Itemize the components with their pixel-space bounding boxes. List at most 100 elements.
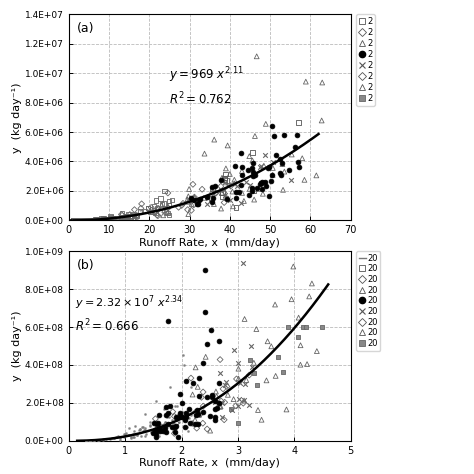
Point (188, 417, 196, 425)
Point (158, 200, 166, 208)
Point (228, 406, 235, 413)
Point (182, 413, 190, 421)
Point (84, 216, 92, 224)
Point (86, 437, 93, 445)
Point (164, 204, 172, 212)
Point (116, 214, 123, 222)
Point (257, 180, 264, 187)
Point (133, 211, 140, 219)
Point (122, 212, 130, 220)
Point (237, 150, 245, 157)
Point (171, 416, 178, 423)
Point (253, 53, 261, 60)
Point (198, 185, 206, 193)
Point (109, 214, 117, 222)
Point (189, 379, 196, 386)
Point (110, 215, 118, 222)
Point (82, 216, 90, 224)
Point (127, 433, 134, 440)
Point (141, 432, 148, 440)
Point (78, 217, 86, 224)
Point (246, 181, 254, 189)
Point (110, 434, 118, 442)
Point (154, 419, 161, 427)
Point (303, 360, 311, 368)
Point (239, 400, 247, 407)
Point (301, 176, 308, 183)
Point (124, 212, 132, 219)
Point (284, 323, 292, 331)
Point (222, 379, 229, 386)
Point (243, 376, 250, 384)
Point (208, 183, 216, 191)
Point (269, 158, 277, 165)
Point (217, 205, 225, 212)
Point (128, 434, 135, 442)
Point (187, 197, 194, 205)
Point (106, 435, 113, 443)
Point (203, 393, 211, 401)
Point (87, 216, 95, 223)
Point (190, 201, 198, 209)
Point (264, 337, 271, 345)
Point (175, 413, 182, 420)
Point (122, 215, 129, 223)
Point (96, 216, 103, 224)
Point (294, 334, 302, 341)
Point (191, 194, 198, 201)
Point (108, 213, 115, 220)
Point (106, 216, 113, 223)
Point (228, 406, 236, 414)
Point (129, 430, 137, 438)
Point (218, 397, 225, 405)
Point (153, 432, 161, 439)
Point (221, 174, 228, 182)
Point (191, 416, 199, 424)
Point (228, 188, 236, 195)
Point (246, 356, 254, 364)
Point (200, 194, 208, 201)
Point (154, 212, 162, 219)
Point (222, 194, 229, 201)
Point (278, 160, 286, 167)
Point (223, 177, 230, 185)
Point (96, 216, 103, 223)
Point (277, 172, 284, 179)
Point (164, 413, 171, 421)
Point (258, 416, 265, 424)
Point (285, 166, 292, 174)
Point (160, 405, 168, 413)
Point (188, 200, 195, 208)
Point (238, 167, 246, 175)
Point (154, 423, 162, 431)
Point (146, 421, 154, 428)
Legend: 20, 20, 20, 20, 20, 20, 20, 20, 20: 20, 20, 20, 20, 20, 20, 20, 20, 20 (356, 251, 380, 351)
Point (171, 429, 178, 437)
Point (217, 182, 225, 190)
Point (224, 142, 231, 149)
Point (202, 353, 210, 361)
Point (256, 181, 264, 188)
Point (268, 171, 275, 179)
Point (262, 120, 270, 128)
Point (187, 374, 195, 382)
Point (174, 415, 182, 422)
Point (220, 199, 228, 206)
Point (251, 172, 258, 179)
Point (78, 216, 86, 224)
Point (159, 211, 167, 219)
Point (240, 396, 248, 404)
Point (208, 326, 215, 334)
Point (100, 216, 108, 223)
Point (184, 428, 192, 435)
Point (264, 164, 272, 172)
Point (232, 189, 239, 196)
Point (241, 315, 248, 323)
Point (308, 280, 316, 287)
Point (136, 208, 144, 215)
Point (91, 216, 99, 224)
Point (209, 393, 216, 401)
Point (313, 347, 320, 355)
Point (234, 359, 242, 366)
Point (157, 424, 164, 432)
